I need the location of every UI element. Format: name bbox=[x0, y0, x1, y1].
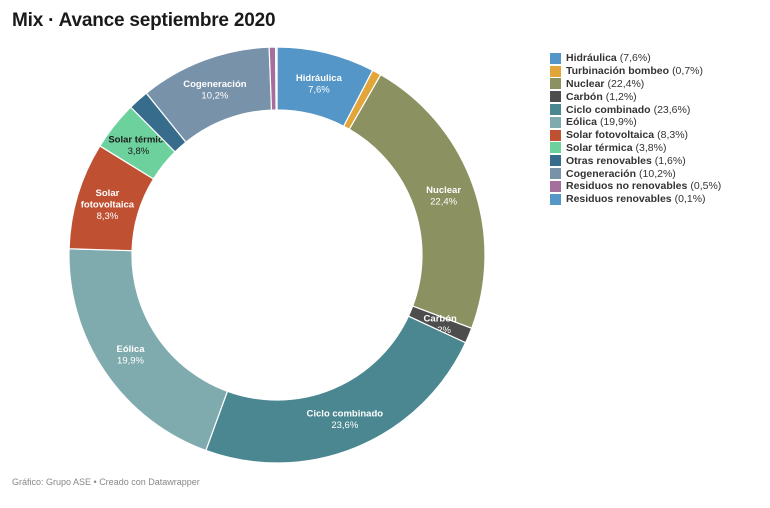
legend-label: Carbón bbox=[566, 90, 603, 103]
legend-value: (0,1%) bbox=[674, 193, 706, 206]
legend-item-turbinacion-bombeo: Turbinación bombeo (0,7%) bbox=[550, 65, 721, 78]
legend-item-hidraulica: Hidráulica (7,6%) bbox=[550, 52, 721, 65]
legend-swatch bbox=[550, 142, 561, 154]
slice-label-carbon: Carbón1,2% bbox=[424, 313, 457, 336]
donut-slice-ciclo-combinado bbox=[205, 315, 467, 464]
legend-item-otras-renovables: Otras renovables (1,6%) bbox=[550, 154, 721, 167]
legend-value: (1,2%) bbox=[605, 90, 637, 103]
slice-label-solar-termica: Solar térmica 3,8% bbox=[108, 135, 169, 158]
slice-label-eolica: Eólica 19,9% bbox=[117, 344, 146, 367]
chart-title: Mix · Avance septiembre 2020 bbox=[12, 10, 276, 31]
legend-value: (3,8%) bbox=[635, 141, 667, 154]
legend-value: (1,6%) bbox=[654, 154, 686, 167]
legend-item-solar-termica: Solar térmica (3,8%) bbox=[550, 142, 721, 155]
legend-item-cogeneracion: Cogeneración (10,2%) bbox=[550, 167, 721, 180]
legend-item-residuos-renovables: Residuos renovables (0,1%) bbox=[550, 193, 721, 206]
legend-item-ciclo-combinado: Ciclo combinado (23,6%) bbox=[550, 103, 721, 116]
chart-legend: Hidráulica (7,6%) Turbinación bombeo (0,7%)… bbox=[550, 52, 721, 206]
legend-label: Otras renovables bbox=[566, 154, 652, 167]
legend-label: Eólica bbox=[566, 116, 597, 129]
slice-label-ciclo-combinado: Ciclo combinado 23,6% bbox=[307, 408, 384, 431]
legend-value: (23,6%) bbox=[653, 103, 691, 116]
legend-item-nuclear: Nuclear (22,4%) bbox=[550, 78, 721, 91]
slice-label-solar-fotovoltaica: Solar fotovoltaica 8,3% bbox=[81, 188, 135, 222]
donut-slice-residuos-renovables bbox=[275, 46, 278, 111]
legend-item-solar-fotovoltaica: Solar fotovoltaica (8,3%) bbox=[550, 129, 721, 142]
slice-label-nuclear: Nuclear 22,4% bbox=[426, 185, 461, 208]
legend-label: Cogeneración bbox=[566, 167, 637, 180]
legend-label: Nuclear bbox=[566, 77, 605, 90]
legend-value: (10,2%) bbox=[639, 167, 676, 180]
donut-slice-nuclear bbox=[348, 73, 486, 330]
legend-label: Residuos renovables bbox=[566, 193, 672, 206]
legend-swatch bbox=[550, 65, 561, 77]
legend-label: Ciclo combinado bbox=[566, 103, 651, 116]
legend-swatch bbox=[550, 52, 561, 64]
legend-swatch bbox=[550, 193, 561, 205]
chart-source-footer: Gráfico: Grupo ASE • Creado con Datawrap… bbox=[12, 477, 200, 487]
legend-swatch bbox=[550, 180, 561, 192]
legend-value: (19,9%) bbox=[599, 116, 637, 129]
legend-value: (7,6%) bbox=[619, 52, 651, 65]
donut-slice-eolica bbox=[68, 248, 229, 452]
legend-label: Hidráulica bbox=[566, 52, 617, 65]
slice-label-hidraulica: Hidráulica 7,6% bbox=[296, 73, 343, 96]
legend-swatch bbox=[550, 78, 561, 90]
legend-value: (0,5%) bbox=[690, 180, 722, 193]
legend-swatch bbox=[550, 168, 561, 180]
legend-label: Residuos no renovables bbox=[566, 180, 688, 193]
slice-label-cogeneracion: Cogeneración 10,2% bbox=[183, 79, 247, 102]
legend-swatch bbox=[550, 155, 561, 167]
legend-label: Solar térmica bbox=[566, 141, 633, 154]
legend-label: Solar fotovoltaica bbox=[566, 129, 655, 142]
legend-swatch bbox=[550, 129, 561, 141]
legend-item-residuos-no-renovables: Residuos no renovables (0,5%) bbox=[550, 180, 721, 193]
legend-item-carbon: Carbón (1,2%) bbox=[550, 90, 721, 103]
legend-label: Turbinación bombeo bbox=[566, 65, 670, 78]
legend-value: (22,4%) bbox=[607, 77, 645, 90]
legend-item-eolica: Eólica (19,9%) bbox=[550, 116, 721, 129]
legend-swatch bbox=[550, 104, 561, 116]
legend-swatch bbox=[550, 91, 561, 103]
legend-value: (0,7%) bbox=[672, 65, 703, 78]
legend-swatch bbox=[550, 116, 561, 128]
legend-value: (8,3%) bbox=[657, 129, 689, 142]
